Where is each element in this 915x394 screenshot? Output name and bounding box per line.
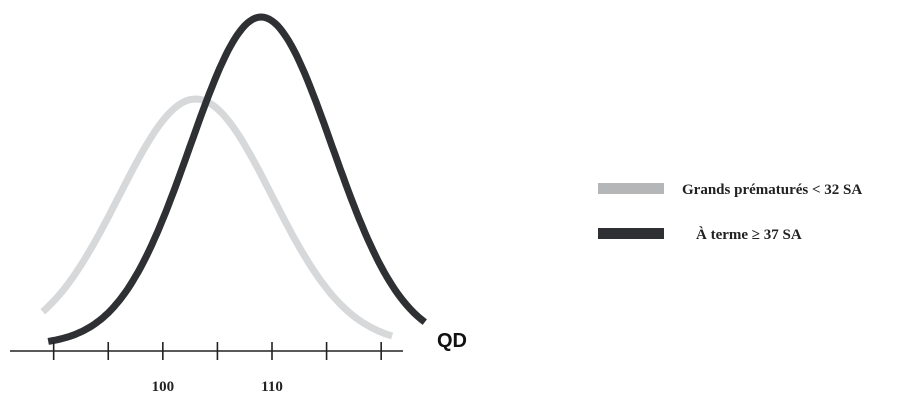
- legend: Grands prématurés < 32 SA À terme ≥ 37 SA: [598, 182, 862, 243]
- x-tick-label: 110: [261, 379, 283, 394]
- legend-label-2: À terme ≥ 37 SA: [696, 226, 802, 243]
- curves-group: [40, 13, 427, 345]
- series-curve-2: [47, 13, 427, 345]
- x-axis-tick-labels: 100 110: [152, 379, 283, 394]
- legend-swatch-1: [598, 183, 664, 194]
- legend-label-1: Grands prématurés < 32 SA: [682, 182, 862, 198]
- x-axis-ticks: [52, 342, 382, 360]
- x-axis-title: QD: [437, 330, 467, 352]
- x-tick-label: 100: [152, 379, 175, 394]
- legend-swatch-2: [598, 228, 664, 239]
- series-curve-1: [40, 95, 394, 340]
